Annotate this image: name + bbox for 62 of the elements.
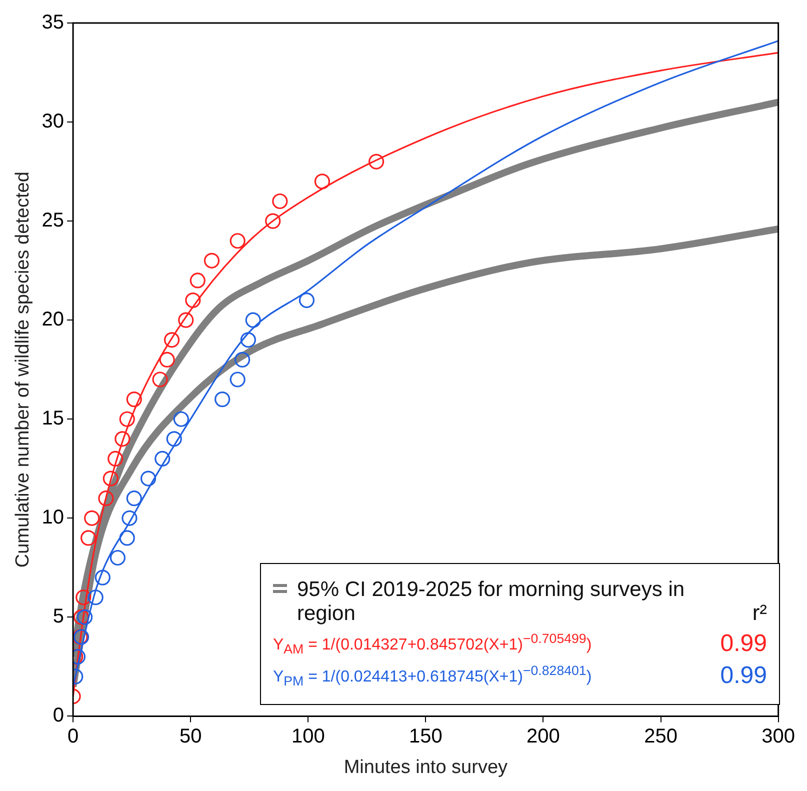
annotation: 0.99 [719, 630, 767, 658]
text: Y$_{AM}$ = 1/(0.014327+0.845702(X+1)$^{−0.705499}$) [273, 631, 593, 657]
x-tick-label: 50 [179, 726, 202, 748]
x-tick-label: 300 [762, 726, 796, 748]
point [110, 550, 126, 566]
y-tick-label: 30 [42, 110, 64, 133]
point [98, 490, 114, 506]
point [94, 570, 110, 586]
point [152, 372, 168, 388]
point [234, 352, 250, 368]
point [154, 450, 170, 467]
point [119, 530, 135, 546]
y-tick-label: 25 [42, 210, 64, 232]
y-tick-label: 10 [42, 506, 64, 529]
x-tick-label: 150 [408, 726, 442, 748]
point [314, 174, 330, 190]
point [190, 272, 206, 288]
annotation: 0.99 [719, 662, 767, 690]
point [368, 154, 384, 170]
point [140, 470, 156, 486]
point [265, 213, 281, 229]
point [204, 252, 220, 268]
point [88, 590, 104, 606]
point [73, 609, 90, 625]
x-axis-title: Minutes into survey [344, 756, 508, 778]
point [173, 411, 189, 427]
point [272, 193, 288, 210]
point [76, 590, 92, 606]
point [298, 292, 315, 308]
point [240, 332, 256, 348]
annotation: r² [751, 600, 767, 626]
x-tick-label: 100 [291, 726, 325, 748]
point [230, 233, 246, 249]
point [159, 352, 175, 368]
point [102, 470, 118, 486]
point [164, 332, 180, 348]
text: Y$_{PM}$ = 1/(0.024413+0.618745(X+1)$^{−0.828401}$) [273, 663, 593, 689]
point [126, 490, 142, 506]
y-tick-label: 15 [42, 408, 64, 430]
point [185, 292, 201, 308]
point [114, 431, 130, 447]
point [80, 530, 96, 546]
x-tick-label: 200 [526, 726, 560, 748]
x-tick-label: 250 [644, 726, 678, 748]
y-tick-label: 20 [42, 308, 64, 331]
point [245, 312, 261, 328]
y-tick-label: 35 [42, 12, 64, 34]
y-axis-title: Cumulative number of wildlife species detected [12, 172, 34, 568]
point [126, 392, 142, 408]
y-tick-label: 0 [52, 704, 64, 727]
point [230, 372, 246, 388]
point [166, 431, 182, 447]
point [108, 450, 124, 467]
point [214, 392, 230, 408]
point [122, 510, 138, 526]
point [77, 609, 93, 625]
y-tick-label: 5 [52, 606, 64, 628]
legend-label: 95% CI 2019-2025 for morning surveys in region [297, 578, 686, 626]
point [119, 411, 135, 427]
x-tick-label: 0 [67, 726, 79, 748]
point [84, 510, 100, 526]
point [178, 312, 194, 328]
